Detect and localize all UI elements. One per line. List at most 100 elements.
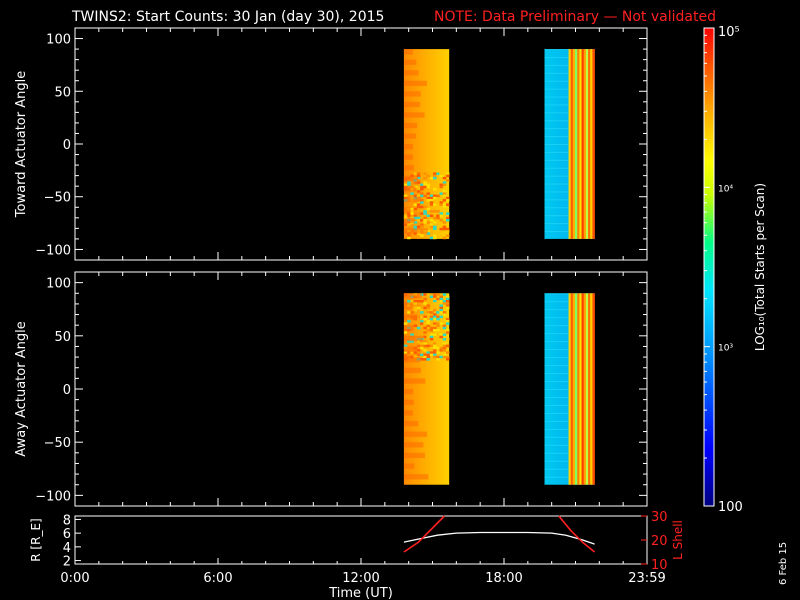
toward-block-0-cell (436, 194, 440, 198)
toward-block-0-cell (445, 234, 450, 237)
away-block-0-cell (403, 355, 408, 359)
away-block-0-streak (403, 410, 413, 416)
away-block-1-hstripe (544, 476, 569, 478)
toward-block-0-cell (423, 181, 427, 184)
away-block-0-cell (442, 299, 447, 303)
away-block-0-cell (410, 311, 414, 314)
toward-ytick-label: −100 (35, 243, 71, 258)
toward-block-0-cell (433, 225, 437, 229)
away-block-0-cell (429, 311, 434, 314)
away-block-0-cell (429, 329, 434, 332)
toward-block-0-cell (420, 194, 424, 198)
toward-block-0-cell (413, 212, 418, 215)
toward-block-0-cell (433, 205, 437, 209)
away-block-0-cell (416, 304, 421, 307)
toward-block-0-cell (439, 172, 444, 175)
toward-block-0-cell (439, 185, 444, 189)
away-block-0-cell (420, 346, 424, 350)
away-block-1-hstripe (544, 365, 569, 367)
toward-block-0-cell (416, 187, 421, 191)
toward-block-0-cell (439, 212, 444, 215)
away-block-0-streak (403, 420, 419, 427)
away-block-0-cell (439, 322, 444, 325)
toward-block-0-cell (436, 232, 440, 235)
away-block-0-cell (413, 355, 418, 359)
away-block-1-hstripe (544, 309, 569, 311)
away-block-1-vstripe (585, 293, 589, 485)
toward-block-0-cell (429, 236, 434, 240)
toward-block-0-streak (403, 154, 413, 160)
toward-block-0-cell (436, 214, 440, 218)
toward-block-0-cell (433, 187, 437, 191)
toward-block-0-streak (403, 144, 413, 150)
toward-block-0-cell (416, 205, 421, 209)
away-block-0-cell (403, 322, 408, 325)
toward-block-0-cell (445, 212, 450, 215)
toward-block-1-hstripe (544, 199, 569, 201)
toward-block-1-hstripe (544, 136, 569, 138)
away-block-0-cell (407, 299, 411, 303)
away-block-0-cell (436, 324, 440, 328)
chart-title: TWINS2: Start Counts: 30 Jan (day 30), 2… (71, 9, 384, 25)
away-block-0-cell (439, 297, 444, 301)
away-block-0-streak (403, 325, 414, 331)
away-block-0-cell (436, 317, 440, 321)
away-block-0-cell (429, 353, 434, 357)
away-block-0-cell (423, 326, 427, 330)
away-ytick-label: −100 (35, 489, 71, 504)
toward-block-0-cell (420, 199, 424, 202)
toward-block-0-cell (445, 230, 450, 233)
toward-block-0-cell (407, 225, 411, 229)
away-block-0-cell (445, 329, 450, 332)
away-block-0-cell (445, 306, 450, 310)
toward-block-0-cell (433, 174, 437, 178)
away-block-0-cell (433, 302, 437, 305)
away-block-0-cell (426, 293, 431, 296)
away-block-0-cell (423, 344, 427, 348)
toward-block-0-cell (442, 181, 447, 184)
away-block-0-cell (426, 344, 431, 348)
toward-block-0-cell (413, 203, 418, 206)
toward-block-1-hstripe (544, 207, 569, 209)
away-block-1-hstripe (544, 373, 569, 375)
toward-block-0-cell (426, 174, 431, 178)
toward-block-0-cell (413, 214, 418, 218)
toward-block-0-cell (429, 176, 434, 180)
toward-block-0-cell (410, 192, 414, 195)
toward-block-0-cell (420, 185, 424, 189)
toward-block-0-cell (426, 230, 431, 233)
toward-block-1-hstripe (544, 120, 569, 122)
toward-block-1-vstripe (575, 49, 578, 239)
away-block-0-cell (423, 315, 427, 319)
away-block-1-vstripe (583, 293, 587, 485)
toward-block-0-streak (403, 70, 419, 76)
away-block-1-vstripe (592, 293, 595, 485)
toward-block-0-cell (410, 212, 414, 215)
toward-block-0-cell (429, 223, 434, 226)
toward-block-0-cell (433, 236, 437, 240)
toward-block-0-cell (433, 230, 437, 233)
toward-block-0-cell (423, 172, 427, 175)
toward-block-1-hstripe (544, 57, 569, 58)
toward-block-0-cell (407, 181, 411, 184)
away-block-0-cell (445, 317, 450, 321)
away-block-0-cell (433, 322, 437, 325)
away-block-0-cell (423, 355, 427, 359)
toward-block-1-vstripe (572, 49, 576, 239)
panel-away-ylabel: Away Actuator Angle (14, 321, 29, 456)
away-block-0-cell (426, 358, 431, 361)
away-block-0-cell (426, 320, 431, 323)
away-block-0-cell (433, 333, 437, 337)
toward-block-0-cell (445, 196, 450, 200)
colorbar-ticks: 10⁵ 10⁴ 10³ 100 (704, 25, 743, 515)
away-block-0-cell (439, 306, 444, 310)
preliminary-note: NOTE: Data Preliminary — Not validated (434, 9, 716, 25)
toward-block-0-cell (416, 201, 421, 204)
away-block-0-cell (410, 355, 414, 359)
toward-block-0-cell (439, 227, 444, 231)
toward-block-0-cell (442, 225, 447, 229)
away-block-1-hstripe (544, 404, 569, 406)
toward-block-0-cell (433, 194, 437, 198)
